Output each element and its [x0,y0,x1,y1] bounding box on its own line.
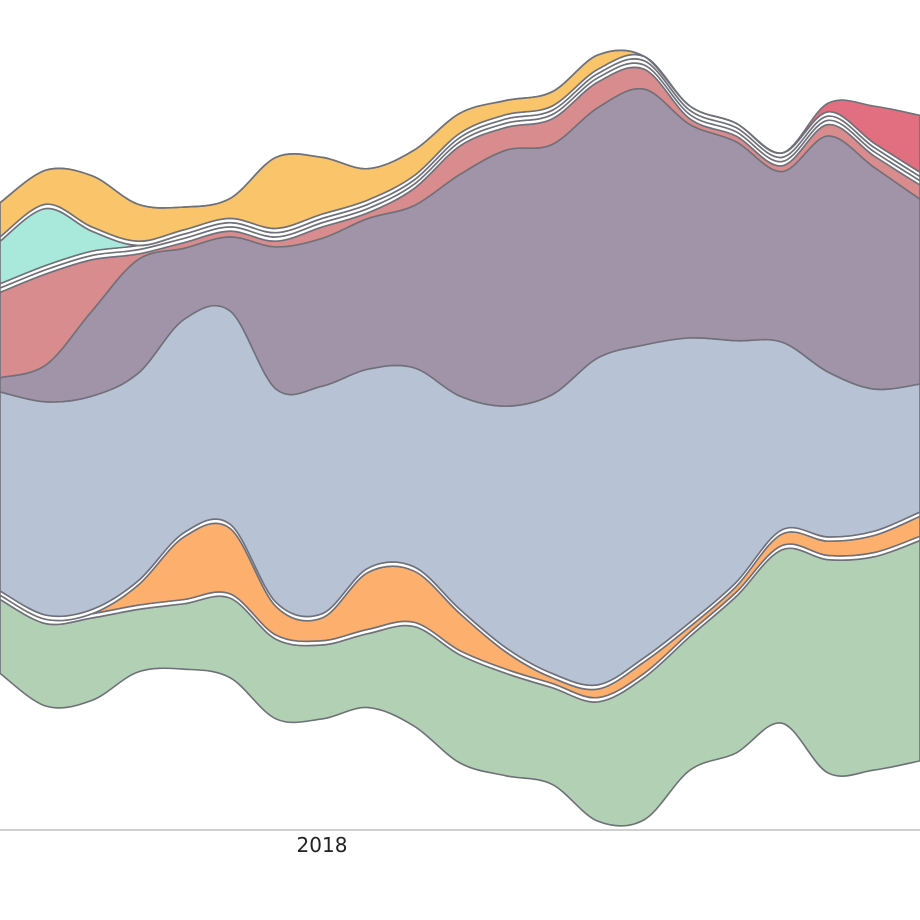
x-axis-ticks: 2018 [297,833,348,857]
stream-layer-12 [0,49,920,209]
x-tick-label: 2018 [297,833,348,857]
stream-layers [0,49,920,827]
